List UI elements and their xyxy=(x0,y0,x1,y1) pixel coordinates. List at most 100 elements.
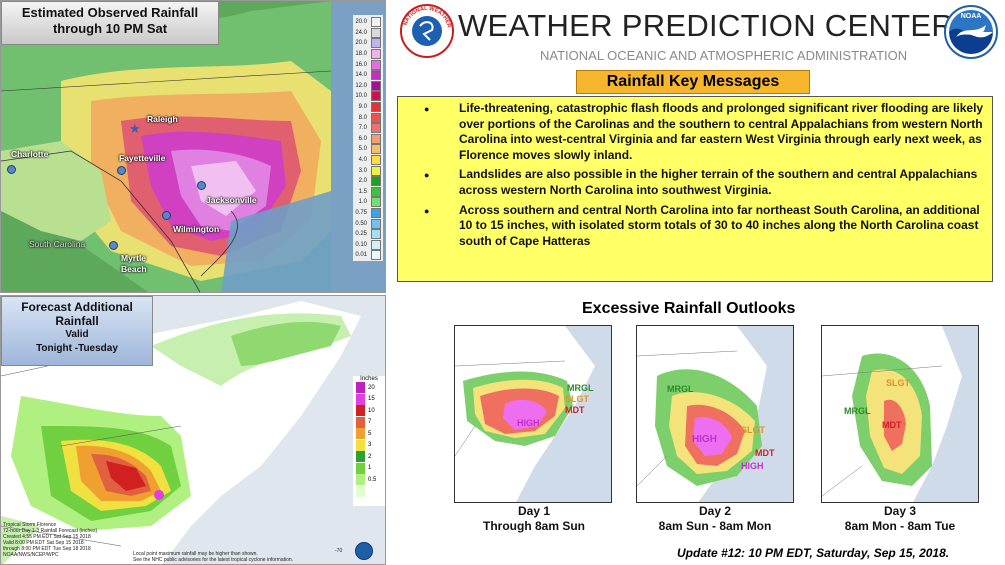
legend-value: 0.25 xyxy=(355,231,367,238)
key-messages-title: Rainfall Key Messages xyxy=(576,70,810,94)
legend-value: 5.0 xyxy=(358,146,367,153)
city-label-myrtle-beach: Myrtle Beach xyxy=(121,253,147,274)
legend-value: 20 xyxy=(368,384,375,391)
day3-valid: 8am Mon - 8am Tue xyxy=(844,519,956,533)
legend-swatch xyxy=(371,176,381,187)
forecast-legend-row: 15 xyxy=(353,393,385,406)
fine-print-line: through 8:00 PM EDT Tue Sep 18 2018 xyxy=(3,546,91,552)
legend-value: 0.10 xyxy=(355,241,367,248)
forecast-legend-row xyxy=(353,485,385,498)
legend-swatch xyxy=(371,17,381,28)
day3-mrgl-label: MRGL xyxy=(844,406,871,416)
forecast-rainfall-map: Forecast Additional Rainfall Valid Tonig… xyxy=(0,295,386,565)
day1-high-label: HIGH xyxy=(517,418,540,428)
legend-swatch xyxy=(356,405,365,417)
legend-swatch xyxy=(371,197,381,208)
noaa-small-logo-icon xyxy=(355,542,373,560)
legend-swatch xyxy=(371,102,381,113)
observed-legend-row: 8.0 xyxy=(353,112,383,123)
page-title: WEATHER PREDICTION CENTER xyxy=(458,8,955,43)
day2-outlook-map: MRGL HIGH SLGT MDT HIGH xyxy=(636,325,794,503)
legend-value: 3.0 xyxy=(358,167,367,174)
city-dot-jacksonville xyxy=(197,181,206,190)
key-messages-box: Life-threatening, catastrophic flash flo… xyxy=(397,96,993,282)
forecast-legend-row: 20 xyxy=(353,382,385,394)
legend-value: 20.0 xyxy=(355,19,367,26)
outlooks-title: Excessive Rainfall Outlooks xyxy=(582,300,796,317)
legend-swatch xyxy=(356,485,365,497)
observed-legend-row: 20.0 xyxy=(353,38,383,49)
observed-legend-row: 7.0 xyxy=(353,123,383,134)
legend-value: 0.75 xyxy=(355,209,367,216)
legend-value: 8.0 xyxy=(358,114,367,121)
observed-legend-row: 12.0 xyxy=(353,80,383,92)
legend-swatch xyxy=(356,393,365,405)
legend-swatch xyxy=(356,462,365,474)
legend-swatch xyxy=(371,27,381,38)
legend-value: 4.0 xyxy=(358,157,367,164)
observed-title-line2: through 10 PM Sat xyxy=(52,21,168,36)
state-label-south-carolina: South Carolina xyxy=(29,239,86,249)
legend-value: 16.0 xyxy=(355,61,367,68)
fine-print-line: 72-hour Day 1-3 Rainfall Forecast (inche… xyxy=(3,528,98,534)
key-message-item: Landslides are also possible in the high… xyxy=(424,167,984,198)
legend-value: 18.0 xyxy=(355,51,367,58)
observed-legend-row: 1.5 xyxy=(353,186,383,198)
day3-label: Day 3 xyxy=(883,504,917,518)
observed-legend-row: 0.01 xyxy=(353,250,383,261)
observed-legend-row: 4.0 xyxy=(353,155,383,166)
legend-swatch xyxy=(356,439,365,451)
legend-value: 10 xyxy=(368,407,375,414)
nws-logo-icon: NATIONAL WEATHER SERVICE xyxy=(398,0,454,58)
legend-swatch xyxy=(371,123,381,134)
day2-outlook-graphic xyxy=(637,326,793,502)
forecast-legend-row: 7 xyxy=(353,416,385,429)
day3-outlook-map: SLGT MRGL MDT xyxy=(821,325,979,503)
day2-caption: Day 2 8am Sun - 8am Mon xyxy=(630,504,800,534)
observed-legend-row: 6.0 xyxy=(353,133,383,145)
legend-swatch xyxy=(371,59,381,70)
legend-value: 15 xyxy=(368,396,375,403)
legend-swatch xyxy=(356,416,365,428)
city-dot-fayetteville xyxy=(117,166,126,175)
city-label-raleigh: Raleigh xyxy=(147,114,178,124)
legend-value: 1.0 xyxy=(358,199,367,206)
city-dot-wilmington xyxy=(162,211,171,220)
forecast-note-1: Local point maximum rainfall may be high… xyxy=(133,551,258,557)
observed-legend: 20.0 24.0 20.0 18.0 16.0 14.0 12.0 10.0 9.0 8.0 7.… xyxy=(353,15,383,261)
city-dot-myrtle-beach xyxy=(109,241,118,250)
day2-slgt-label: SLGT xyxy=(741,425,765,435)
observed-legend-row: 20.0 xyxy=(353,17,383,28)
day2-high-label-2: HIGH xyxy=(741,461,764,471)
legend-swatch xyxy=(371,218,381,229)
observed-legend-row: 0.50 xyxy=(353,218,383,229)
observed-legend-row: 0.10 xyxy=(353,239,383,250)
city-dot-charlotte xyxy=(7,165,16,174)
day1-label: Day 1 xyxy=(517,504,551,518)
legend-swatch xyxy=(371,112,381,123)
legend-swatch xyxy=(371,207,381,218)
legend-value: 10.0 xyxy=(355,93,367,100)
forecast-legend-row: 1 xyxy=(353,462,385,475)
observed-map-title: Estimated Observed Rainfall through 10 P… xyxy=(1,1,219,45)
forecast-title-line3: Valid xyxy=(65,329,89,340)
forecast-corner-value: -70 xyxy=(335,548,343,554)
forecast-map-title: Forecast Additional Rainfall Valid Tonig… xyxy=(1,296,153,366)
nws-logo: NATIONAL WEATHER SERVICE xyxy=(398,0,454,58)
forecast-legend-title: Inches xyxy=(360,376,378,382)
forecast-legend-row: 3 xyxy=(353,439,385,452)
update-timestamp: Update #12: 10 PM EDT, Saturday, Sep 15,… xyxy=(677,546,950,560)
legend-swatch xyxy=(371,80,381,91)
fine-print-line: Tropical Storm Florence xyxy=(3,522,57,528)
day1-mrgl-label: MRGL xyxy=(567,383,594,393)
legend-value: 9.0 xyxy=(358,104,367,111)
page-subtitle: NATIONAL OCEANIC AND ATMOSPHERIC ADMINIS… xyxy=(540,48,908,63)
observed-legend-row: 1.0 xyxy=(353,197,383,208)
forecast-fine-print: Tropical Storm Florence 72-hour Day 1-3 R… xyxy=(3,522,123,558)
key-message-item: Life-threatening, catastrophic flash flo… xyxy=(424,101,984,163)
legend-swatch xyxy=(356,382,365,394)
legend-value: 20.0 xyxy=(355,40,367,47)
day2-valid: 8am Sun - 8am Mon xyxy=(658,519,772,533)
fine-print-line: Created 4:55 PM EDT Sat Sep 15 2018 xyxy=(3,534,91,540)
forecast-legend-row: 0.5 xyxy=(353,474,385,486)
